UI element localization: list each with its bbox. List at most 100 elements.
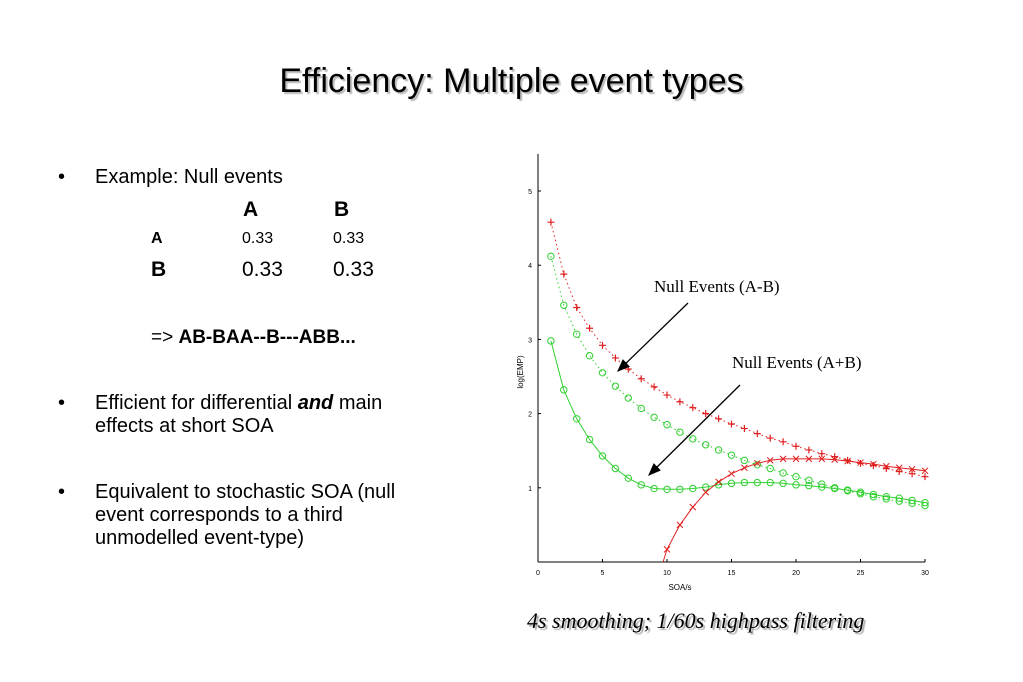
- data-point: [805, 455, 813, 463]
- data-point: [560, 270, 568, 278]
- y-tick-label: 4: [528, 263, 532, 270]
- bullet-null-events: Example: Null events: [95, 166, 283, 188]
- data-point: [663, 485, 671, 493]
- data-point: [714, 446, 723, 454]
- matrix-row-label-b: B: [151, 258, 167, 281]
- data-point: [740, 456, 749, 465]
- data-point: [908, 465, 916, 473]
- data-point: [843, 486, 852, 494]
- data-point: [728, 470, 735, 478]
- data-point: [831, 456, 839, 463]
- data-point: [663, 391, 671, 399]
- data-point: [702, 410, 710, 418]
- data-point: [637, 404, 645, 413]
- data-point: [766, 434, 774, 442]
- data-point: [818, 483, 826, 491]
- data-point: [753, 459, 761, 467]
- data-point: [766, 478, 774, 487]
- data-point: [663, 546, 671, 553]
- data-point: [611, 382, 620, 390]
- data-point: [585, 435, 594, 444]
- y-tick-label: 1: [528, 486, 532, 493]
- data-point: [869, 490, 878, 499]
- data-point: [676, 485, 684, 493]
- series-line: [550, 222, 926, 478]
- data-point: [702, 488, 710, 496]
- bullet-text: Efficient for differential: [95, 392, 298, 414]
- data-point: [689, 484, 697, 493]
- sequence: AB-BAA--B---ABB...: [178, 327, 356, 348]
- bullet-glyph: •: [58, 392, 66, 414]
- data-point: [598, 369, 607, 377]
- data-point: [689, 435, 697, 443]
- data-point: [702, 483, 710, 491]
- bullet-text: event corresponds to a third: [95, 504, 343, 526]
- y-axis-label: log(EMP): [516, 355, 525, 389]
- data-point: [805, 476, 813, 485]
- bullet-glyph: •: [58, 481, 66, 503]
- data-point: [650, 413, 658, 422]
- data-point: [895, 464, 903, 472]
- bullet-emphasis: and: [297, 392, 334, 414]
- x-tick-label: 10: [663, 570, 671, 577]
- data-point: [753, 430, 761, 438]
- data-point: [689, 503, 697, 511]
- data-point: [586, 324, 594, 332]
- data-point: [637, 481, 645, 489]
- data-point: [599, 341, 606, 349]
- y-tick-label: 2: [528, 412, 532, 419]
- data-point: [560, 386, 568, 394]
- data-point: [585, 352, 594, 360]
- data-point: [805, 446, 813, 454]
- matrix-cell: 0.33: [242, 230, 274, 247]
- bullet-efficient: Efficient for differential and main effe…: [95, 392, 382, 438]
- bullet-text: effects at short SOA: [95, 415, 274, 437]
- data-point: [857, 459, 864, 466]
- data-point: [689, 404, 697, 412]
- efficiency-chart: 0 5 10 15 20 25 30 1 2 3 4 5 SOA/s log(EMP) Null Ev…: [516, 153, 929, 592]
- data-point: [921, 498, 929, 507]
- data-point: [921, 467, 929, 475]
- bullet-text: Equivalent to stochastic SOA (null: [95, 481, 396, 503]
- matrix-row-label-a: A: [151, 230, 163, 247]
- annotation-arrow: [617, 302, 689, 372]
- x-tick-label: 15: [728, 570, 736, 577]
- data-point: [792, 472, 800, 481]
- data-point: [676, 398, 684, 406]
- data-point: [908, 496, 916, 505]
- data-point: [792, 442, 800, 450]
- sequence-line: => AB-BAA--B---ABB...: [151, 327, 356, 349]
- data-point: [702, 441, 710, 449]
- data-point: [663, 421, 671, 429]
- bullet-equivalent: Equivalent to stochastic SOA (null event…: [95, 481, 395, 550]
- data-point: [547, 337, 555, 345]
- data-point: [818, 455, 826, 463]
- data-point: [727, 451, 736, 459]
- x-tick-label: 5: [601, 570, 605, 577]
- data-point: [779, 438, 787, 446]
- data-point: [895, 467, 903, 475]
- data-point: [573, 303, 581, 311]
- x-tick-label: 0: [536, 570, 540, 577]
- matrix-cell: 0.33: [333, 230, 365, 247]
- data-point: [547, 218, 555, 226]
- data-point: [779, 479, 787, 488]
- data-point: [573, 415, 581, 423]
- data-point: [650, 484, 658, 493]
- data-point: [753, 478, 762, 487]
- data-point: [611, 354, 619, 362]
- data-point: [792, 455, 800, 463]
- chart-caption: 4s smoothing; 1/60s highpass filtering: [527, 608, 865, 633]
- data-point: [792, 481, 800, 489]
- slide-title: Efficiency: Multiple event types: [279, 62, 744, 100]
- data-point: [882, 495, 890, 503]
- bullet-text: unmodelled event-type): [95, 527, 305, 549]
- data-point: [818, 450, 826, 458]
- matrix-col-header-b: B: [334, 198, 350, 221]
- data-point: [766, 464, 774, 473]
- data-point: [856, 488, 865, 496]
- data-point: [779, 469, 787, 477]
- data-point: [637, 375, 645, 383]
- x-axis-label: SOA/s: [668, 583, 691, 592]
- x-tick-label: 20: [792, 570, 800, 577]
